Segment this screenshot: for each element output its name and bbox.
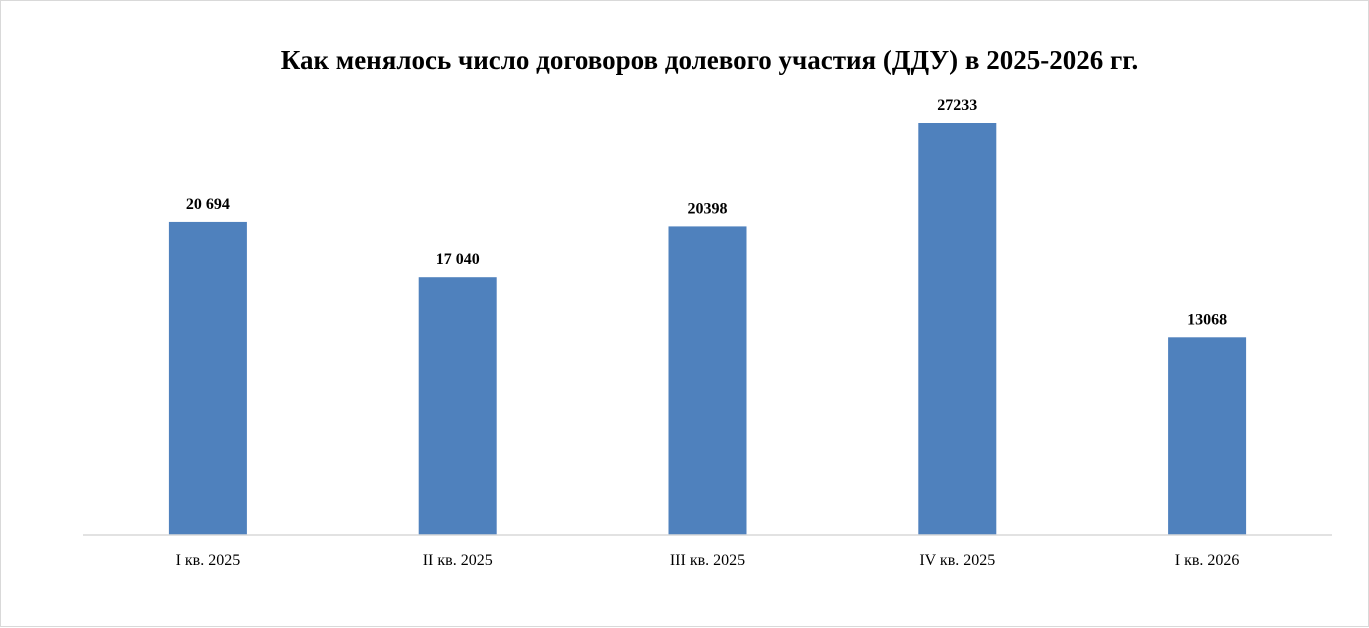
x-tick-label-3: III кв. 2025 xyxy=(670,552,745,569)
x-tick-label-2: II кв. 2025 xyxy=(423,552,493,569)
bar-2 xyxy=(418,277,497,535)
bar-5 xyxy=(1168,337,1247,535)
data-label-1: 20 694 xyxy=(186,196,230,213)
x-tick-label-1: I кв. 2025 xyxy=(176,552,241,569)
x-tick-label-4: IV кв. 2025 xyxy=(919,552,995,569)
data-label-5: 13068 xyxy=(1187,311,1227,328)
data-label-4: 27233 xyxy=(937,97,977,114)
bar-4 xyxy=(918,123,997,535)
data-label-3: 20398 xyxy=(688,200,728,217)
x-tick-label-5: I кв. 2026 xyxy=(1175,552,1240,569)
bar-1 xyxy=(168,221,247,536)
data-label-2: 17 040 xyxy=(436,251,480,268)
chart-title: Как менялось число договоров долевого уч… xyxy=(280,45,1139,75)
bar-3 xyxy=(668,226,747,535)
